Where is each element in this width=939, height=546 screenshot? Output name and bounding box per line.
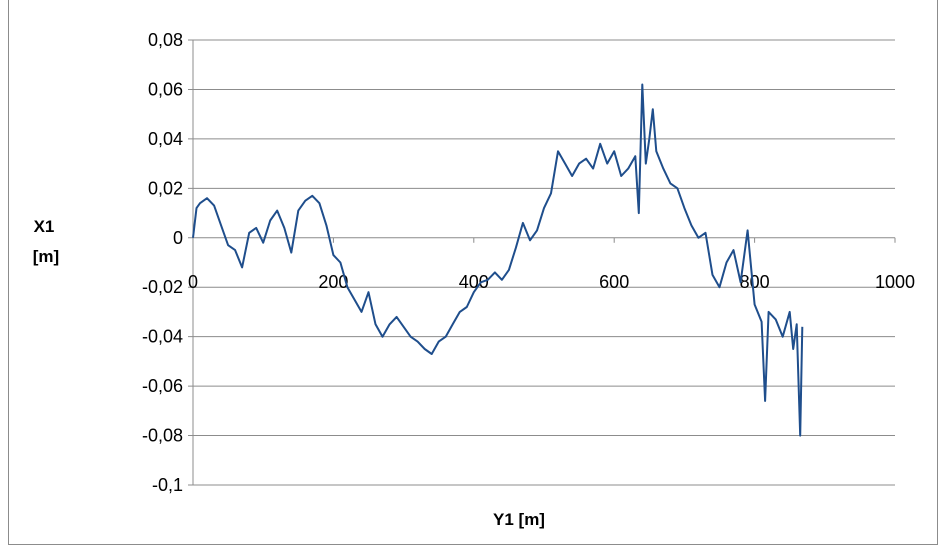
y-tick-label: -0,08 [142,426,183,446]
series-line-0 [192,83,804,437]
x-tick-label: 800 [740,272,770,292]
x-tick-label: 600 [599,272,629,292]
chart-frame [8,0,938,545]
gridlines [188,39,896,486]
x-tick-label: 200 [318,272,348,292]
y-tick-labels: 0,08 0,06 0,04 0,02 0 -0,02 -0,04 -0,06 -0,08 -0,… [142,30,183,495]
y-tick-label: 0,06 [148,79,183,99]
y-axis-title-line-1: X1 [34,217,55,236]
y-tick-label: -0,02 [142,277,183,297]
y-axis-title-line-2: [m] [33,247,59,266]
x-tick-label: 1000 [875,272,915,292]
x-tick-label: 400 [459,272,489,292]
y-tick-label: -0,1 [152,475,183,495]
y-tick-label: 0,04 [148,129,183,149]
x-tick-label: 0 [188,272,198,292]
y-tick-label: -0,06 [142,376,183,396]
y-tick-label: 0,02 [148,178,183,198]
x-tick-labels: 0 200 400 600 800 1000 [188,272,915,292]
y-tick-label: -0,04 [142,327,183,347]
y-tick-label: 0 [173,228,183,248]
series-group [192,83,804,437]
x-axis-title: Y1 [m] [493,510,545,529]
y-tick-label: 0,08 [148,30,183,50]
